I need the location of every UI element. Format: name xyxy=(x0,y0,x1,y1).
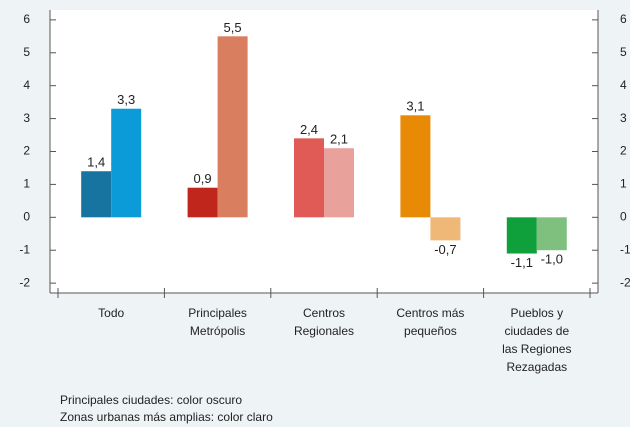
note: Principales ciudades: color oscuro xyxy=(60,393,242,407)
y-tick-label: 6 xyxy=(23,12,30,26)
bar xyxy=(430,217,461,241)
y2-tick-label: 2 xyxy=(620,144,627,158)
y2-tick-label: -1 xyxy=(620,242,630,256)
y-tick-label: -1 xyxy=(19,242,30,256)
y-tick-label: 4 xyxy=(23,78,30,92)
value-label: -1,0 xyxy=(541,252,563,267)
y2-tick-label: -2 xyxy=(620,275,630,289)
y2-tick-label: 4 xyxy=(620,78,627,92)
y2-tick-label: 6 xyxy=(620,12,627,26)
value-label: 5,5 xyxy=(224,20,242,35)
y-tick-label: 1 xyxy=(23,177,30,191)
value-label: 3,1 xyxy=(406,99,424,114)
bar xyxy=(111,108,142,218)
bar xyxy=(217,36,248,218)
value-label: 3,3 xyxy=(117,92,135,107)
y2-tick-label: 0 xyxy=(620,209,627,223)
y2-tick-label: 1 xyxy=(620,177,627,191)
x-tick-label: Principales xyxy=(188,306,247,320)
x-tick-label: Pueblos y xyxy=(510,306,563,320)
bar xyxy=(536,217,567,251)
x-tick-label: Centros xyxy=(303,306,345,320)
bar xyxy=(294,138,324,218)
x-tick-label: pequeños xyxy=(404,324,457,338)
bar xyxy=(506,217,537,254)
bar xyxy=(400,115,431,218)
value-label: 2,1 xyxy=(330,132,348,147)
x-tick-label: Regionales xyxy=(294,324,354,338)
y2-tick-label: 3 xyxy=(620,111,627,125)
x-tick-label: Todo xyxy=(98,306,124,320)
bar xyxy=(81,171,112,218)
x-tick-label: Centros más xyxy=(396,306,464,320)
note: Zonas urbanas más amplias: color claro xyxy=(60,410,273,424)
x-tick-label: Metrópolis xyxy=(190,324,245,338)
x-tick-label: Rezagadas xyxy=(506,360,567,374)
value-label: -0,7 xyxy=(434,242,456,257)
y2-tick-label: 5 xyxy=(620,45,627,59)
value-label: -1,1 xyxy=(511,255,533,270)
y-tick-label: -2 xyxy=(19,275,30,289)
y-tick-label: 2 xyxy=(23,144,30,158)
y-tick-label: 3 xyxy=(23,111,30,125)
bar xyxy=(187,187,218,218)
y-tick-label: 5 xyxy=(23,45,30,59)
value-label: 1,4 xyxy=(87,155,105,170)
x-tick-label: ciudades de xyxy=(504,324,569,338)
x-tick-label: las Regiones xyxy=(502,342,571,356)
y-tick-label: 0 xyxy=(23,209,30,223)
bar xyxy=(324,148,354,218)
value-label: 0,9 xyxy=(194,171,212,186)
value-label: 2,4 xyxy=(300,122,318,137)
